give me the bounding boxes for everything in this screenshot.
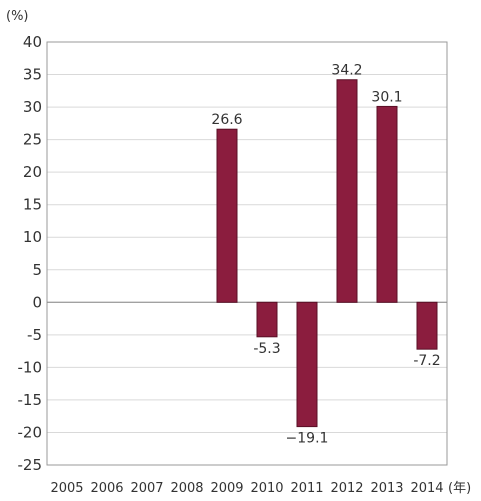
data-label-2012: 34.2 [331,63,362,79]
bar-2011 [296,301,318,428]
x-tick-label: 2014 [410,481,443,496]
x-tick-label: 2011 [290,481,323,496]
data-label-2009: 26.6 [211,112,242,128]
x-tick-label: 2010 [250,481,283,496]
x-tick-label: 2007 [130,481,163,496]
y-tick-label: -10 [18,358,43,376]
data-label-2011: −19.1 [286,431,329,447]
x-tick-label: 2008 [170,481,203,496]
y-tick-label: 25 [23,131,42,149]
x-tick-label: 2005 [50,481,83,496]
bars [216,79,438,428]
y-tick-label: 0 [32,293,42,311]
y-tick-label: 40 [23,33,42,51]
plot-area-frame [46,41,448,466]
bar-2013 [376,105,398,303]
x-tick-label: 2006 [90,481,123,496]
y-tick-label: -25 [18,456,43,474]
x-tick-label: 2012 [330,481,363,496]
y-unit-label: (%) [6,9,29,24]
y-tick-label: 20 [23,163,42,181]
y-tick-label: 10 [23,228,42,246]
data-label-2013: 30.1 [371,89,402,105]
y-tick-label: 15 [23,196,42,214]
y-tick-label: 35 [23,66,42,84]
data-label-2014: -7.2 [413,353,440,369]
data-labels: 26.6 -5.3 −19.1 34.2 30.1 -7.2 [211,63,440,447]
y-tick-label: -15 [18,391,43,409]
y-tick-label: -20 [18,423,43,441]
bar-2014 [416,301,438,350]
bar-2009 [216,128,238,303]
bar-2012 [336,79,358,303]
x-tick-label: 2013 [370,481,403,496]
bar-2010 [256,301,278,338]
x-unit-label: (年) [448,481,471,496]
y-tick-label: 5 [32,261,42,279]
y-tick-label: -5 [27,326,42,344]
y-tick-label: 30 [23,98,42,116]
x-axis-ticks: 2005 2006 2007 2008 2009 2010 2011 2012 2013 2014 [50,481,443,496]
data-label-2010: -5.3 [253,341,280,357]
y-axis-ticks: 40 35 30 25 20 15 10 5 0 -5 -10 -15 -20 -25 [18,33,43,474]
x-tick-label: 2009 [210,481,243,496]
